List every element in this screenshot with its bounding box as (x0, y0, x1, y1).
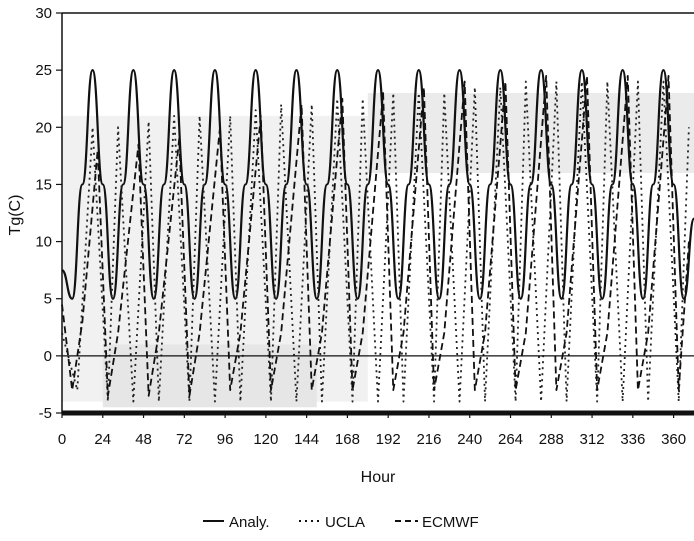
series-line-ucla (61, 80, 690, 403)
x-tick-label: 0 (58, 431, 66, 448)
y-tick-label: 25 (35, 62, 52, 79)
x-tick-label: 312 (580, 431, 605, 448)
shade-region (367, 93, 694, 173)
x-tick-label: 240 (457, 431, 482, 448)
x-tick-label: 264 (498, 431, 523, 448)
x-tick-label: 96 (217, 431, 234, 448)
series-line-analy (61, 69, 694, 300)
x-tick-label: 144 (294, 431, 319, 448)
y-tick-label: 5 (44, 291, 52, 308)
shade-region (102, 344, 317, 408)
x-tick-label: 48 (135, 431, 152, 448)
y-tick-label: 0 (44, 348, 52, 365)
axis-layer (56, 12, 694, 418)
x-tick-label: 24 (94, 431, 111, 448)
y-tick-label: -5 (39, 405, 52, 422)
series-line-ecmwf (61, 74, 690, 397)
y-tick-label: 15 (35, 176, 52, 193)
x-tick-label: 288 (539, 431, 564, 448)
x-tick-label: 168 (335, 431, 360, 448)
legend-label-ucla: UCLA (325, 514, 365, 531)
x-axis-title: Hour (361, 469, 396, 486)
y-tick-label: 20 (35, 119, 52, 136)
tick-labels: -5 0 5 10 15 20 25 30 0 24 48 72 96 120 144 168 192 216 24… (35, 5, 686, 448)
y-tick-label: 30 (35, 5, 52, 22)
y-tick-label: 10 (35, 234, 52, 251)
legend: Analy. UCLA ECMWF (203, 514, 479, 531)
x-tick-label: 216 (416, 431, 441, 448)
legend-label-ecmwf: ECMWF (422, 514, 479, 531)
x-tick-label: 360 (661, 431, 686, 448)
series-layer (61, 69, 694, 403)
x-tick-label: 192 (376, 431, 401, 448)
legend-label-analy: Analy. (229, 514, 270, 531)
y-axis-title: Tg(C) (7, 195, 24, 236)
x-tick-label: 336 (620, 431, 645, 448)
x-tick-label: 72 (176, 431, 193, 448)
x-tick-label: 120 (253, 431, 278, 448)
